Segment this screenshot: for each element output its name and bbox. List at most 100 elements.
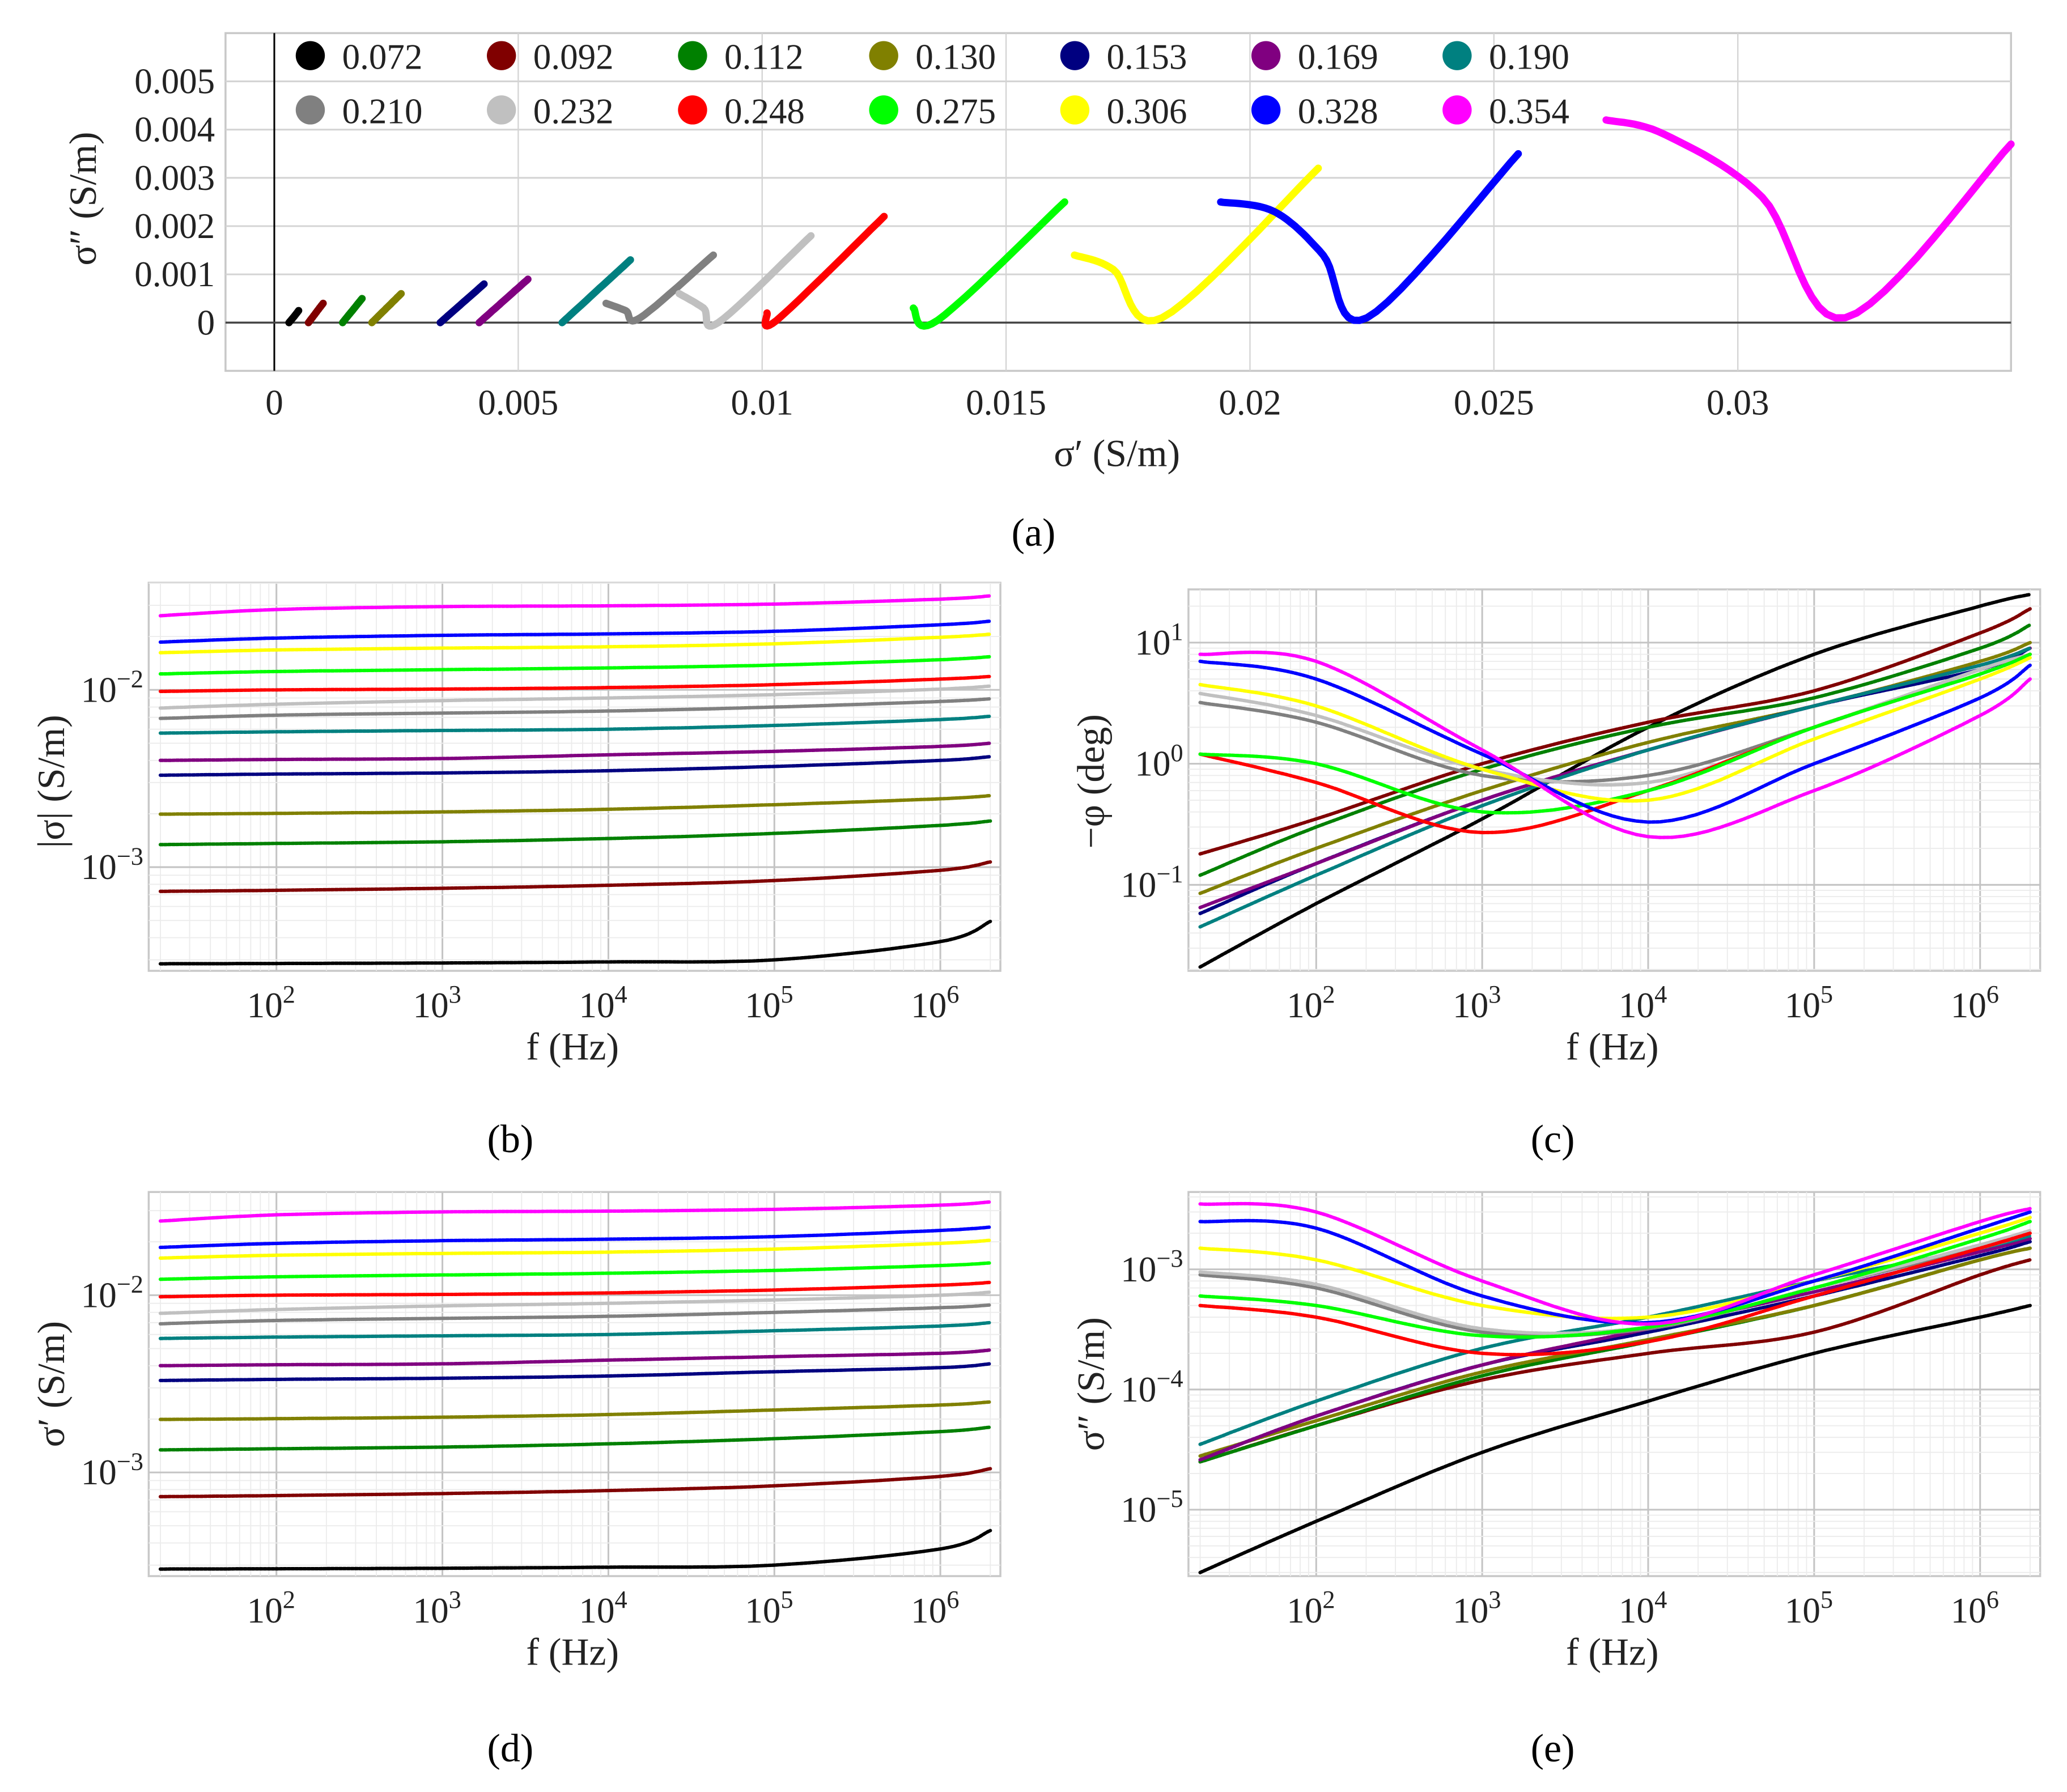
x-axis-label: f (Hz)	[1566, 1026, 1659, 1068]
series-group	[158, 594, 992, 966]
series-line-0.072	[1198, 1303, 2032, 1574]
y-tick-label: 10−3	[81, 842, 143, 887]
series-line-0.248	[158, 674, 992, 693]
x-tick-label: 0.01	[731, 383, 793, 422]
legend-label: 0.169	[1298, 37, 1378, 77]
y-tick-label: 10−3	[81, 1447, 143, 1492]
x-tick-label: 104	[1619, 980, 1667, 1025]
y-axis-label: σ′ (S/m)	[30, 1321, 73, 1447]
panel-e: 102 103 104 105 106 10−3 10−4 10−5 f (Hz) σ″ (S/m…	[1069, 1191, 2041, 1770]
x-tick-label: 103	[413, 1585, 461, 1630]
x-tick-label: 104	[579, 1585, 627, 1630]
legend-marker	[1060, 95, 1090, 125]
series-line-0.210	[602, 251, 718, 325]
panel-caption: (a)	[1012, 511, 1056, 555]
legend-marker	[1251, 41, 1281, 70]
gridlines	[1188, 589, 2040, 971]
panel-caption: (e)	[1531, 1727, 1575, 1770]
legend-marker	[1442, 95, 1472, 125]
x-axis-label: σ′ (S/m)	[1054, 432, 1180, 475]
series-group	[1198, 592, 2032, 969]
legend-label: 0.130	[915, 37, 996, 77]
y-tick-label: 0.003	[134, 158, 215, 198]
series-line-0.169	[476, 275, 532, 326]
series-line-0.153	[158, 755, 992, 777]
series-line-0.328	[158, 619, 992, 644]
series-line-0.210	[158, 1303, 992, 1326]
legend-item-0.210: 0.210	[295, 91, 423, 131]
series-line-0.112	[158, 819, 992, 847]
series-line-0.232	[1198, 652, 2032, 787]
panel-d: 102 103 104 105 106 10−2 10−3 f (Hz) σ′ (S/m) (d)	[30, 1191, 1001, 1770]
legend-item-0.169: 0.169	[1251, 37, 1378, 77]
legend-item-0.275: 0.275	[869, 91, 996, 131]
series-line-0.092	[158, 1467, 992, 1498]
series-line-0.232	[675, 232, 815, 330]
legend-marker	[1060, 41, 1090, 70]
y-tick-label: 0.001	[134, 254, 215, 294]
series-line-0.248	[761, 213, 888, 330]
legend-marker	[869, 41, 898, 70]
x-tick-label: 103	[1453, 1585, 1501, 1630]
x-tick-label: 103	[1453, 980, 1501, 1025]
series-group	[1198, 1201, 2032, 1574]
series-line-0.248	[1198, 1231, 2032, 1357]
y-tick-label: 10−1	[1120, 860, 1183, 905]
series-line-0.112	[1198, 623, 2032, 877]
y-tick-label: 10−2	[81, 1270, 143, 1315]
legend: 0.072 0.092 0.112 0.130 0.153 0.169 0.190 0.210…	[295, 37, 1569, 131]
legend-marker	[1442, 41, 1472, 70]
y-tick-label: 0.004	[134, 110, 215, 150]
y-tick-label: 10−5	[1120, 1484, 1183, 1530]
legend-label: 0.248	[724, 91, 805, 131]
y-tick-label: 0	[197, 303, 215, 342]
x-axis-label: f (Hz)	[526, 1026, 619, 1068]
x-tick-label: 103	[413, 980, 461, 1025]
legend-label: 0.153	[1107, 37, 1187, 77]
y-tick-label: 10−4	[1120, 1364, 1183, 1409]
legend-item-0.092: 0.092	[487, 37, 614, 77]
gridlines	[148, 583, 1001, 971]
legend-marker	[487, 95, 516, 125]
series-line-0.092	[1198, 607, 2032, 856]
series-line-0.306	[1198, 1216, 2032, 1320]
series-line-0.210	[158, 697, 992, 720]
x-tick-label: 0.015	[966, 383, 1046, 422]
x-tick-label: 0.03	[1707, 383, 1769, 422]
y-tick-label: 10−2	[81, 665, 143, 710]
x-tick-label: 106	[911, 980, 959, 1025]
series-line-0.354	[158, 594, 992, 618]
y-tick-label: 101	[1135, 617, 1183, 663]
legend-item-0.072: 0.072	[295, 37, 423, 77]
series-line-0.275	[1198, 1220, 2032, 1339]
x-tick-label: 102	[247, 980, 295, 1025]
legend-marker	[487, 41, 516, 70]
series-line-0.306	[158, 1238, 992, 1260]
series-group	[158, 1200, 992, 1571]
x-tick-label: 102	[247, 1585, 295, 1630]
series-line-0.130	[158, 794, 992, 816]
legend-item-0.232: 0.232	[487, 91, 614, 131]
series-line-0.354	[1198, 1201, 2032, 1326]
y-tick-label: 0.002	[134, 206, 215, 246]
x-axis-label: f (Hz)	[1566, 1631, 1659, 1674]
x-tick-label: 105	[1785, 980, 1833, 1025]
series-line-0.130	[158, 1400, 992, 1421]
series-line-0.275	[1198, 652, 2032, 815]
x-tick-label: 104	[1619, 1585, 1667, 1630]
series-line-0.275	[158, 655, 992, 676]
series-line-0.190	[558, 256, 634, 326]
x-axis-label: f (Hz)	[526, 1631, 619, 1674]
series-line-0.306	[1198, 656, 2032, 803]
legend-item-0.130: 0.130	[869, 37, 996, 77]
legend-label: 0.112	[724, 37, 804, 77]
legend-label: 0.354	[1489, 91, 1569, 131]
x-tick-label: 0.025	[1454, 383, 1534, 422]
y-axis-label: σ″ (S/m)	[62, 132, 104, 266]
y-axis-label: −φ (deg)	[1069, 714, 1112, 848]
legend-label: 0.232	[533, 91, 614, 131]
legend-marker	[295, 95, 325, 125]
legend-label: 0.275	[915, 91, 996, 131]
series-line-0.169	[158, 1348, 992, 1368]
